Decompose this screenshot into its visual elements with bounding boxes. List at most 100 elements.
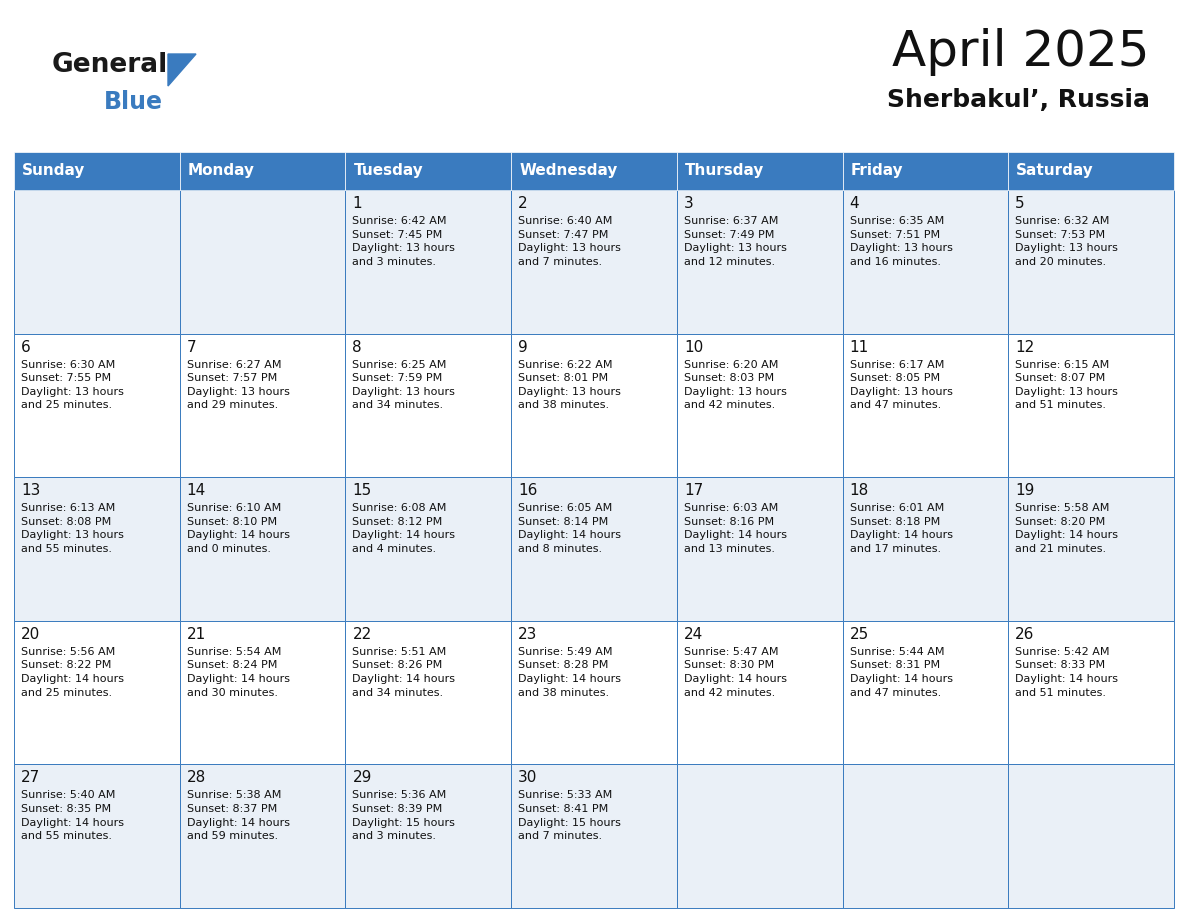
Bar xyxy=(1009,152,1174,190)
Bar xyxy=(179,477,346,621)
Text: 6: 6 xyxy=(21,340,31,354)
Bar xyxy=(346,765,511,908)
Text: April 2025: April 2025 xyxy=(892,28,1150,76)
Text: 22: 22 xyxy=(353,627,372,642)
Text: Sunrise: 6:20 AM
Sunset: 8:03 PM
Daylight: 13 hours
and 42 minutes.: Sunrise: 6:20 AM Sunset: 8:03 PM Dayligh… xyxy=(684,360,786,410)
Bar xyxy=(1009,333,1174,477)
Text: Sunrise: 6:08 AM
Sunset: 8:12 PM
Daylight: 14 hours
and 4 minutes.: Sunrise: 6:08 AM Sunset: 8:12 PM Dayligh… xyxy=(353,503,455,554)
Bar xyxy=(842,333,1009,477)
Bar xyxy=(14,621,179,765)
Text: 21: 21 xyxy=(187,627,206,642)
Text: Sunrise: 6:27 AM
Sunset: 7:57 PM
Daylight: 13 hours
and 29 minutes.: Sunrise: 6:27 AM Sunset: 7:57 PM Dayligh… xyxy=(187,360,290,410)
Bar xyxy=(842,621,1009,765)
Text: Sunrise: 5:42 AM
Sunset: 8:33 PM
Daylight: 14 hours
and 51 minutes.: Sunrise: 5:42 AM Sunset: 8:33 PM Dayligh… xyxy=(1016,647,1118,698)
Bar xyxy=(346,190,511,333)
Text: Sunrise: 6:22 AM
Sunset: 8:01 PM
Daylight: 13 hours
and 38 minutes.: Sunrise: 6:22 AM Sunset: 8:01 PM Dayligh… xyxy=(518,360,621,410)
Bar xyxy=(1009,190,1174,333)
Text: Sunrise: 5:38 AM
Sunset: 8:37 PM
Daylight: 14 hours
and 59 minutes.: Sunrise: 5:38 AM Sunset: 8:37 PM Dayligh… xyxy=(187,790,290,841)
Text: 8: 8 xyxy=(353,340,362,354)
Text: 2: 2 xyxy=(518,196,527,211)
Text: 16: 16 xyxy=(518,483,537,498)
Text: 14: 14 xyxy=(187,483,206,498)
Text: 12: 12 xyxy=(1016,340,1035,354)
Polygon shape xyxy=(168,54,196,86)
Text: Monday: Monday xyxy=(188,163,254,178)
Bar xyxy=(511,152,677,190)
Bar xyxy=(14,477,179,621)
Bar xyxy=(179,152,346,190)
Bar xyxy=(677,333,842,477)
Text: 26: 26 xyxy=(1016,627,1035,642)
Bar xyxy=(179,621,346,765)
Bar xyxy=(179,333,346,477)
Text: Sunday: Sunday xyxy=(23,163,86,178)
Text: 17: 17 xyxy=(684,483,703,498)
Bar xyxy=(511,190,677,333)
Text: Sunrise: 5:58 AM
Sunset: 8:20 PM
Daylight: 14 hours
and 21 minutes.: Sunrise: 5:58 AM Sunset: 8:20 PM Dayligh… xyxy=(1016,503,1118,554)
Text: Sherbakul’, Russia: Sherbakul’, Russia xyxy=(887,88,1150,112)
Text: Sunrise: 6:03 AM
Sunset: 8:16 PM
Daylight: 14 hours
and 13 minutes.: Sunrise: 6:03 AM Sunset: 8:16 PM Dayligh… xyxy=(684,503,786,554)
Text: Sunrise: 5:54 AM
Sunset: 8:24 PM
Daylight: 14 hours
and 30 minutes.: Sunrise: 5:54 AM Sunset: 8:24 PM Dayligh… xyxy=(187,647,290,698)
Text: Sunrise: 5:44 AM
Sunset: 8:31 PM
Daylight: 14 hours
and 47 minutes.: Sunrise: 5:44 AM Sunset: 8:31 PM Dayligh… xyxy=(849,647,953,698)
Bar xyxy=(842,190,1009,333)
Text: 29: 29 xyxy=(353,770,372,786)
Text: 10: 10 xyxy=(684,340,703,354)
Text: 18: 18 xyxy=(849,483,868,498)
Text: 27: 27 xyxy=(21,770,40,786)
Text: Sunrise: 6:17 AM
Sunset: 8:05 PM
Daylight: 13 hours
and 47 minutes.: Sunrise: 6:17 AM Sunset: 8:05 PM Dayligh… xyxy=(849,360,953,410)
Text: Saturday: Saturday xyxy=(1016,163,1094,178)
Bar xyxy=(179,190,346,333)
Bar xyxy=(677,477,842,621)
Text: 15: 15 xyxy=(353,483,372,498)
Bar xyxy=(677,621,842,765)
Bar xyxy=(677,190,842,333)
Bar xyxy=(346,152,511,190)
Text: Sunrise: 5:40 AM
Sunset: 8:35 PM
Daylight: 14 hours
and 55 minutes.: Sunrise: 5:40 AM Sunset: 8:35 PM Dayligh… xyxy=(21,790,124,841)
Text: Sunrise: 5:33 AM
Sunset: 8:41 PM
Daylight: 15 hours
and 7 minutes.: Sunrise: 5:33 AM Sunset: 8:41 PM Dayligh… xyxy=(518,790,621,841)
Text: 28: 28 xyxy=(187,770,206,786)
Text: General: General xyxy=(52,52,169,78)
Text: Sunrise: 6:10 AM
Sunset: 8:10 PM
Daylight: 14 hours
and 0 minutes.: Sunrise: 6:10 AM Sunset: 8:10 PM Dayligh… xyxy=(187,503,290,554)
Text: 4: 4 xyxy=(849,196,859,211)
Bar xyxy=(1009,477,1174,621)
Text: Sunrise: 6:01 AM
Sunset: 8:18 PM
Daylight: 14 hours
and 17 minutes.: Sunrise: 6:01 AM Sunset: 8:18 PM Dayligh… xyxy=(849,503,953,554)
Bar xyxy=(511,333,677,477)
Bar xyxy=(14,765,179,908)
Bar xyxy=(677,152,842,190)
Text: Blue: Blue xyxy=(105,90,163,114)
Bar xyxy=(14,333,179,477)
Bar xyxy=(1009,621,1174,765)
Text: 23: 23 xyxy=(518,627,537,642)
Bar xyxy=(511,765,677,908)
Text: 5: 5 xyxy=(1016,196,1025,211)
Text: Wednesday: Wednesday xyxy=(519,163,618,178)
Text: Sunrise: 6:30 AM
Sunset: 7:55 PM
Daylight: 13 hours
and 25 minutes.: Sunrise: 6:30 AM Sunset: 7:55 PM Dayligh… xyxy=(21,360,124,410)
Text: Sunrise: 6:13 AM
Sunset: 8:08 PM
Daylight: 13 hours
and 55 minutes.: Sunrise: 6:13 AM Sunset: 8:08 PM Dayligh… xyxy=(21,503,124,554)
Bar xyxy=(842,765,1009,908)
Text: Sunrise: 6:35 AM
Sunset: 7:51 PM
Daylight: 13 hours
and 16 minutes.: Sunrise: 6:35 AM Sunset: 7:51 PM Dayligh… xyxy=(849,216,953,267)
Bar xyxy=(346,477,511,621)
Bar xyxy=(346,621,511,765)
Bar xyxy=(842,477,1009,621)
Text: 13: 13 xyxy=(21,483,40,498)
Text: 9: 9 xyxy=(518,340,527,354)
Text: Thursday: Thursday xyxy=(684,163,764,178)
Text: 30: 30 xyxy=(518,770,537,786)
Text: Sunrise: 6:05 AM
Sunset: 8:14 PM
Daylight: 14 hours
and 8 minutes.: Sunrise: 6:05 AM Sunset: 8:14 PM Dayligh… xyxy=(518,503,621,554)
Bar xyxy=(511,621,677,765)
Bar xyxy=(1009,765,1174,908)
Text: 11: 11 xyxy=(849,340,868,354)
Text: Friday: Friday xyxy=(851,163,903,178)
Text: Sunrise: 6:32 AM
Sunset: 7:53 PM
Daylight: 13 hours
and 20 minutes.: Sunrise: 6:32 AM Sunset: 7:53 PM Dayligh… xyxy=(1016,216,1118,267)
Text: 19: 19 xyxy=(1016,483,1035,498)
Bar xyxy=(179,765,346,908)
Text: 1: 1 xyxy=(353,196,362,211)
Bar xyxy=(14,152,179,190)
Text: Sunrise: 6:15 AM
Sunset: 8:07 PM
Daylight: 13 hours
and 51 minutes.: Sunrise: 6:15 AM Sunset: 8:07 PM Dayligh… xyxy=(1016,360,1118,410)
Text: Sunrise: 6:25 AM
Sunset: 7:59 PM
Daylight: 13 hours
and 34 minutes.: Sunrise: 6:25 AM Sunset: 7:59 PM Dayligh… xyxy=(353,360,455,410)
Text: Sunrise: 5:36 AM
Sunset: 8:39 PM
Daylight: 15 hours
and 3 minutes.: Sunrise: 5:36 AM Sunset: 8:39 PM Dayligh… xyxy=(353,790,455,841)
Text: Tuesday: Tuesday xyxy=(353,163,423,178)
Bar xyxy=(14,190,179,333)
Text: Sunrise: 5:51 AM
Sunset: 8:26 PM
Daylight: 14 hours
and 34 minutes.: Sunrise: 5:51 AM Sunset: 8:26 PM Dayligh… xyxy=(353,647,455,698)
Bar xyxy=(511,477,677,621)
